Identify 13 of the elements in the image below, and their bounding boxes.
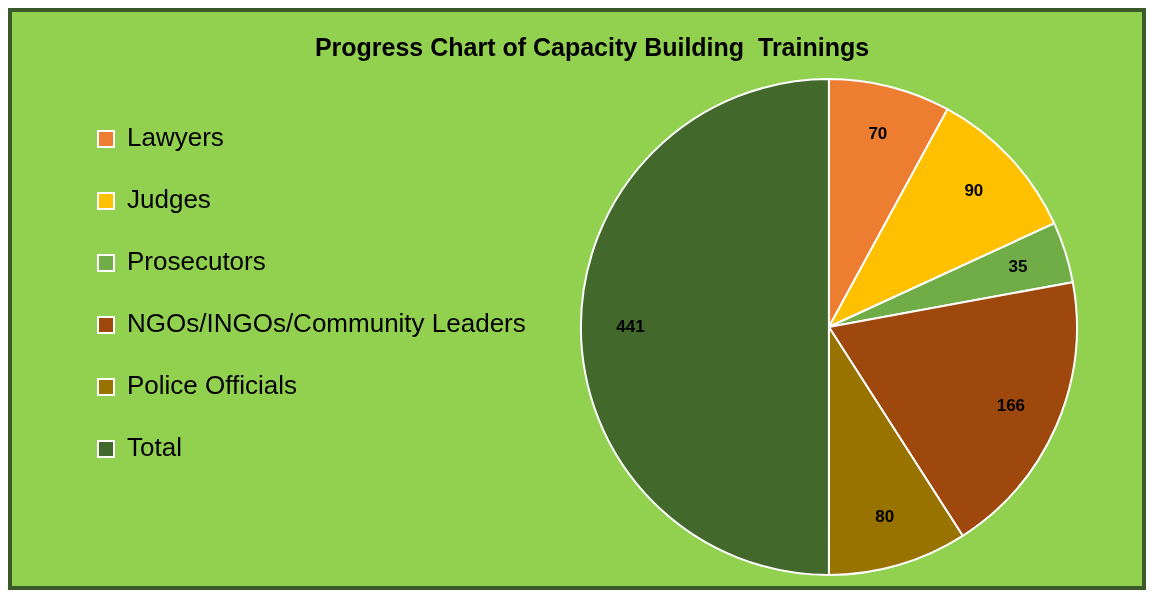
data-label: 35: [1008, 256, 1028, 276]
data-label: 166: [996, 395, 1026, 415]
legend-label: Total: [127, 432, 182, 463]
data-label: 80: [875, 507, 895, 527]
legend-label: Police Officials: [127, 370, 298, 401]
legend-label: Prosecutors: [127, 246, 266, 277]
legend-label: Judges: [127, 184, 211, 215]
data-label: 70: [868, 124, 888, 144]
data-label: 441: [616, 316, 645, 336]
data-label: 90: [964, 181, 984, 201]
legend-label: NGOs/INGOs/Community Leaders: [127, 308, 526, 339]
chart-title: Progress Chart of Capacity Building Trainings: [314, 32, 870, 61]
legend-label: Lawyers: [127, 122, 224, 153]
